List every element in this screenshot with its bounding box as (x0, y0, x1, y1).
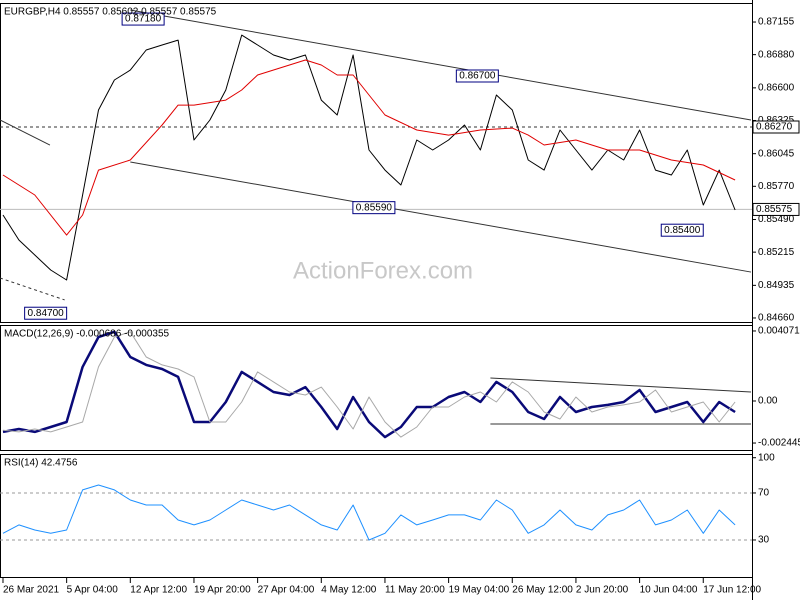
y-tick-label: 0.87155 (758, 17, 795, 28)
series-line (2, 330, 736, 439)
x-tick-label: 4 May 12:00 (321, 585, 376, 596)
panel: ActionForex.com 0.87180 0.86700 0.85590 0.85… (0, 9, 752, 320)
annotation-label: 0.85590 (356, 202, 393, 213)
panel-border (0, 325, 753, 451)
series-line (2, 484, 736, 541)
x-tick-label: 2 Jun 20:00 (576, 585, 629, 596)
series-line (2, 331, 736, 438)
x-tick-label: 26 Mar 2021 (3, 585, 60, 596)
y-tick-label: 70 (758, 488, 770, 499)
panel-title: MACD(12,26,9) -0.000686 -0.000355 (4, 329, 170, 340)
y-tick-label: 0.85490 (758, 214, 795, 225)
level-box (752, 202, 800, 216)
level-label: 0.86270 (756, 122, 793, 133)
x-tick-label: 12 Apr 12:00 (130, 585, 187, 596)
y-tick-label: 0.84660 (758, 313, 795, 324)
y-tick-label: 100 (758, 452, 775, 463)
x-tick-label: 17 Jun 12:00 (703, 585, 761, 596)
x-tick-label: 26 May 12:00 (512, 585, 573, 596)
y-tick-label: 0.85215 (758, 247, 795, 258)
annotation-label: 0.86700 (459, 71, 496, 82)
annotation-box (660, 223, 704, 237)
x-tick-label: 19 May 04:00 (449, 585, 510, 596)
annotation-label: 0.85400 (664, 225, 701, 236)
trendline (130, 9, 752, 121)
x-tick-label: 10 Jun 04:00 (640, 585, 698, 596)
y-tick-label: 0.004071 (758, 326, 800, 337)
y-tick-label: 0.86600 (758, 82, 795, 93)
y-tick-label: 0.86880 (758, 49, 795, 60)
annotation-box (121, 12, 165, 26)
panel-border (0, 454, 753, 578)
x-tick-label: 19 Apr 20:00 (194, 585, 251, 596)
y-tick-label: 0.85770 (758, 181, 795, 192)
watermark: ActionForex.com (293, 257, 473, 284)
panel-title: EURGBP,H4 0.85557 0.85602 0.85557 0.8557… (4, 7, 217, 18)
panel-border (0, 3, 753, 323)
y-tick-label: 0.86045 (758, 148, 795, 159)
trendline (490, 377, 752, 393)
trendline (130, 161, 752, 273)
y-tick-label: 0.00 (758, 396, 778, 407)
annotation-box (352, 201, 396, 215)
trendline (0, 277, 65, 301)
trendline (0, 119, 51, 146)
panel (2, 330, 752, 439)
panel (0, 484, 752, 541)
annotation-box (24, 306, 68, 320)
series-line (2, 59, 736, 236)
x-tick-label: 11 May 20:00 (385, 585, 445, 596)
level-label: 0.85575 (756, 204, 793, 215)
annotation-label: 0.87180 (125, 14, 162, 25)
panel-title: RSI(14) 42.4756 (4, 458, 78, 469)
y-tick-label: 0.84935 (758, 280, 795, 291)
series-line (2, 34, 736, 281)
annotation-box (455, 69, 499, 83)
level-box (752, 120, 800, 134)
annotation-label: 0.84700 (28, 308, 65, 319)
y-tick-label: 30 (758, 535, 770, 546)
x-tick-label: 27 Apr 04:00 (258, 585, 315, 596)
x-tick-label: 5 Apr 04:00 (67, 585, 119, 596)
y-tick-label: -0.002445 (758, 438, 800, 449)
